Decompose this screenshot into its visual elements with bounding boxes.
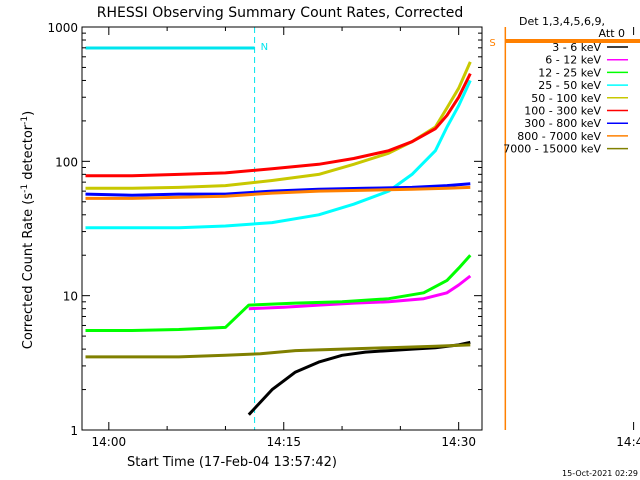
x-axis-label: Start Time (17-Feb-04 13:57:42) xyxy=(127,455,337,470)
series-layer xyxy=(85,61,472,416)
y-axis-label-part2: detector xyxy=(21,124,36,184)
render-timestamp: 15-Oct-2021 02:29 xyxy=(562,469,638,478)
series-line-1-seg-0 xyxy=(248,274,472,311)
y-axis-label-sup2: -1 xyxy=(20,116,30,125)
legend-label-1: 6 - 12 keV xyxy=(545,54,601,67)
x-tick-label-2: 14:30 xyxy=(441,435,476,449)
y-tick-label-3: 1000 xyxy=(47,21,78,35)
y-axis-label-sup1: -1 xyxy=(20,184,30,193)
y-axis-label-part1: Corrected Count Rate (s xyxy=(21,193,36,350)
axes-layer: 110100100014:0014:1514:3014:4515:0015:15… xyxy=(47,21,640,449)
y-tick-label-2: 100 xyxy=(55,155,78,169)
x-tick-label-0: 14:00 xyxy=(92,435,127,449)
legend-label-5: 100 - 300 keV xyxy=(524,105,601,118)
legend-label-4: 50 - 100 keV xyxy=(531,92,601,105)
legend-label-0: 3 - 6 keV xyxy=(552,41,601,54)
y-tick-label-1: 10 xyxy=(63,290,78,304)
chart-title: RHESSI Observing Summary Count Rates, Co… xyxy=(97,5,463,21)
legend-header-line2: Att 0 xyxy=(599,27,625,40)
y-tick-label-0: 1 xyxy=(70,424,78,438)
x-tick-label-1: 14:15 xyxy=(266,435,301,449)
legend-label-7: 800 - 7000 keV xyxy=(517,130,601,143)
y-axis-label-part3: ) xyxy=(21,111,36,116)
series-line-8-seg-0 xyxy=(85,343,471,359)
series-line-5-seg-0 xyxy=(85,72,472,178)
series-line-4-seg-0 xyxy=(85,61,472,190)
plot-frame xyxy=(81,26,483,431)
legend-label-8: 7000 - 15000 keV xyxy=(503,143,601,156)
legend-label-2: 12 - 25 keV xyxy=(538,66,601,79)
night-flag-label: N xyxy=(261,42,268,53)
series-line-6-seg-0 xyxy=(85,182,471,197)
series-line-3-seg-0 xyxy=(85,79,472,230)
legend-label-3: 25 - 50 keV xyxy=(538,79,601,92)
legend-header-line1: Det 1,3,4,5,6,9, xyxy=(519,15,605,28)
series-line-2-seg-0 xyxy=(85,254,472,332)
x-tick-label-3: 14:45 xyxy=(616,435,640,449)
series-line-7-seg-0 xyxy=(85,185,471,200)
legend-label-6: 300 - 800 keV xyxy=(524,117,601,130)
saa-flag-label: S xyxy=(489,38,495,49)
y-axis-label: Corrected Count Rate (s-1 detector-1) xyxy=(20,111,36,349)
